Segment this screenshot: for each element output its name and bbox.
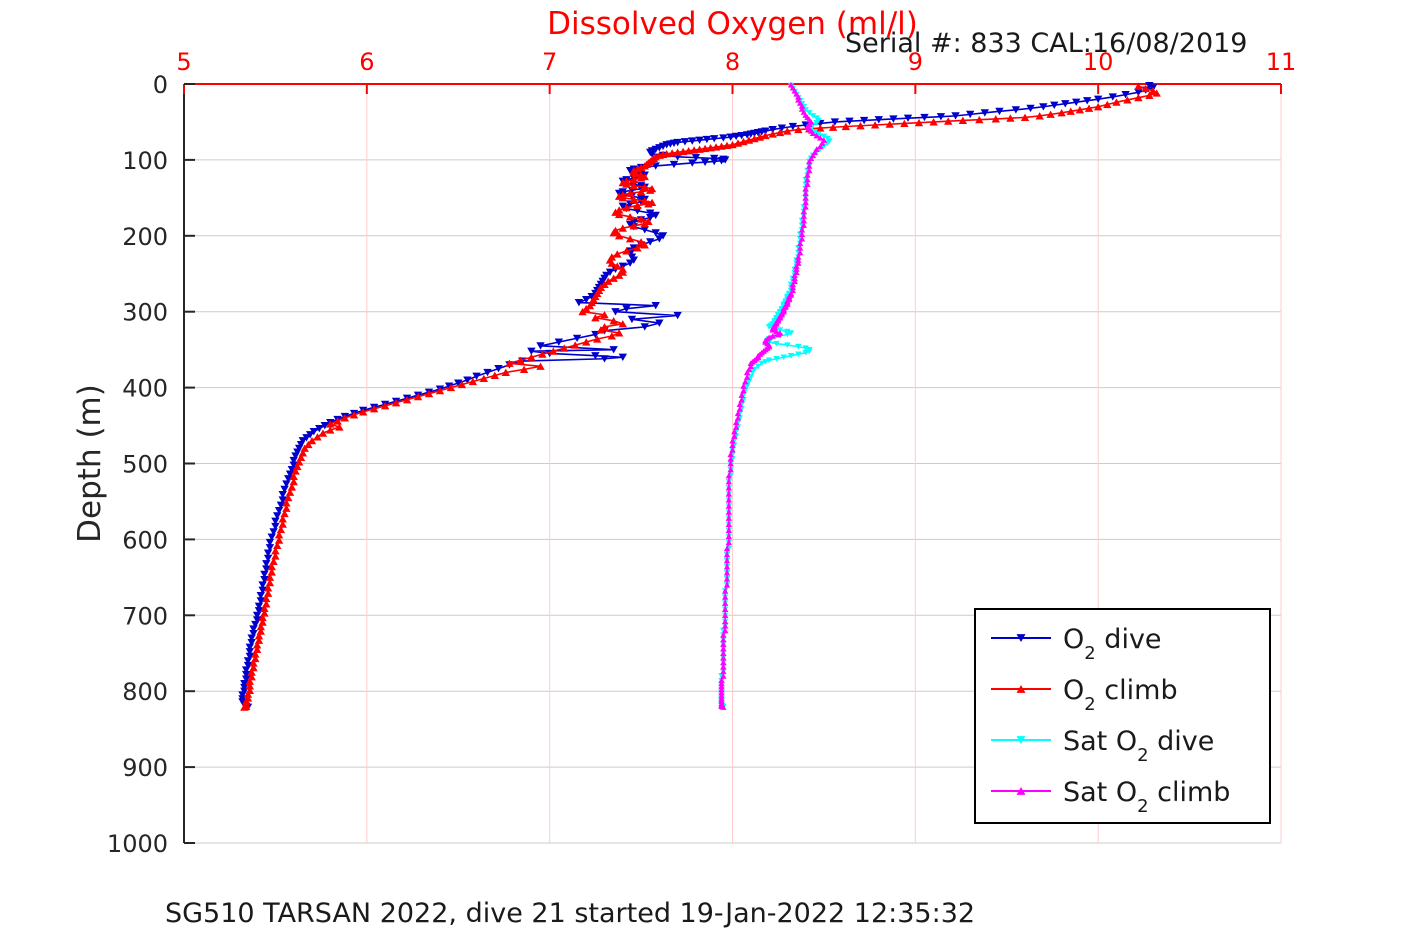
series-markers [718,81,828,710]
legend-label: Sat O2 dive [1063,726,1214,766]
x-tick-label: 5 [176,48,191,76]
legend-item[interactable]: Sat O2 climb [991,777,1230,817]
y-tick-label: 400 [122,375,168,403]
legend-box [974,608,1271,824]
y-tick-label: 0 [153,71,168,99]
legend-item[interactable]: O2 dive [991,624,1162,664]
y-tick-label: 600 [122,526,168,554]
legend-label: O2 dive [1063,624,1162,664]
series-line [720,85,831,708]
figure-caption: SG510 TARSAN 2022, dive 21 started 19-Ja… [165,898,975,929]
x-tick-label: 6 [359,48,374,76]
x-tick-label: 10 [1083,48,1114,76]
y-tick-label: 700 [122,602,168,630]
legend-label: Sat O2 climb [1063,777,1230,817]
y-tick-label: 500 [122,451,168,479]
legend-item[interactable]: O2 climb [991,675,1178,715]
y-tick-label: 800 [122,678,168,706]
series-sat-o2-dive [718,82,833,711]
y-tick-label: 100 [122,147,168,175]
series-sat-o2-climb [718,81,828,710]
x-tick-label: 9 [908,48,923,76]
serial-cal-annotation: Serial #: 833 CAL:16/08/2019 [845,28,1247,59]
x-tick-label: 8 [725,48,740,76]
x-tick-label: 7 [542,48,557,76]
y-axis-title: Depth (m) [72,384,108,543]
legend-marker [1016,736,1026,745]
y-tick-label: 900 [122,754,168,782]
series-line [720,84,825,708]
series-markers [718,82,833,711]
y-tick-label: 1000 [107,830,168,858]
legend-label: O2 climb [1063,675,1178,715]
x-axis-title: Dissolved Oxygen (ml/l) [547,6,918,42]
legend-marker [1016,786,1026,795]
y-tick-label: 200 [122,223,168,251]
series-o2-climb [240,82,1161,711]
x-tick-label: 11 [1266,48,1297,76]
y-tick-label: 300 [122,299,168,327]
legend-marker [1016,684,1026,693]
legend-item[interactable]: Sat O2 dive [991,726,1214,766]
legend-marker [1016,634,1026,643]
